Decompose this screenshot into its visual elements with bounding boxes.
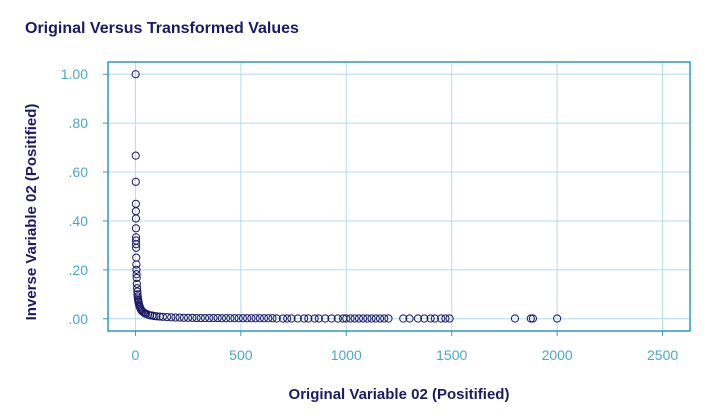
data-point [399,314,408,323]
data-point [132,273,141,283]
y-axis-title: Inverse Variable 02 (Positified) [23,104,40,321]
data-point [287,314,296,323]
data-point [184,313,193,322]
data-point [132,279,141,288]
data-point [405,314,414,323]
data-point [333,314,342,323]
y-tick-label: .80 [69,115,89,131]
data-point [526,314,535,323]
data-point [213,313,222,323]
data-point [132,243,141,252]
data-point [363,314,372,323]
data-point [350,314,359,323]
data-point [553,314,562,323]
grid-lines [108,62,690,331]
data-point [268,314,277,323]
data-point [359,314,368,323]
data-point [238,314,248,323]
data-point [205,313,214,323]
data-point [314,314,323,323]
data-point [234,314,243,323]
data-point [255,314,264,323]
data-point [293,314,302,323]
data-point [445,314,454,323]
axis-ticks: 0 500 1000 1500 2000 2500 .00 .20 .40 .60 .80 1.00 [61,66,679,363]
data-point [179,313,189,322]
data-point [247,314,256,323]
chart-title: Original Versus Transformed Values [25,20,299,37]
data-point [264,314,273,323]
data-point [327,314,336,323]
data-point [310,314,319,323]
data-point [171,313,180,322]
data-point [441,314,450,323]
data-point [528,314,538,323]
data-point [371,314,380,323]
data-point [437,314,446,323]
data-point [380,314,389,323]
data-point [243,314,252,323]
data-point [251,314,260,323]
data-point [188,313,197,322]
data-point [272,314,281,323]
data-point [209,313,218,323]
data-point [196,313,205,323]
data-point [300,314,309,323]
data-point [175,313,184,322]
x-tick-label: 2500 [647,347,678,363]
data-point [167,313,176,322]
data-point [367,314,376,323]
data-point [375,314,385,323]
data-point [413,314,423,323]
data-point [131,224,141,233]
x-tick-label: 1500 [436,347,467,363]
y-tick-label: .00 [69,311,89,327]
data-point [132,240,141,249]
data-point [354,314,364,323]
data-point [192,313,201,323]
data-point [132,253,141,262]
data-point [510,314,520,323]
plot-frame [107,61,691,332]
data-point [226,314,235,323]
data-point [259,314,269,323]
data-points [131,70,562,323]
data-point [384,314,393,323]
data-point [200,313,210,323]
data-point [221,314,231,323]
data-point [278,314,288,323]
data-point [346,314,355,323]
data-point [132,265,141,274]
data-point [133,284,142,293]
data-point [132,270,141,279]
data-point [132,260,141,269]
x-tick-label: 0 [132,347,140,363]
data-point [131,151,140,160]
x-tick-label: 500 [229,347,253,363]
x-tick-label: 2000 [542,347,573,363]
data-point [426,314,435,323]
data-point [420,314,429,323]
data-point [131,214,141,223]
x-axis-title: Original Variable 02 (Positified) [289,386,510,403]
data-point [304,314,313,323]
data-point [131,177,140,186]
y-tick-label: .20 [69,262,89,278]
data-point [430,314,439,323]
data-point [158,312,167,321]
data-point [131,70,140,79]
x-tick-label: 1000 [331,347,362,363]
y-tick-label: .60 [69,164,89,180]
data-point [230,314,239,323]
y-tick-label: 1.00 [61,66,88,82]
data-point [342,314,351,323]
y-tick-label: .40 [69,213,89,229]
data-point [162,312,172,322]
data-point [152,312,161,321]
data-point [283,314,292,323]
data-point [217,314,226,323]
data-point [321,314,330,323]
